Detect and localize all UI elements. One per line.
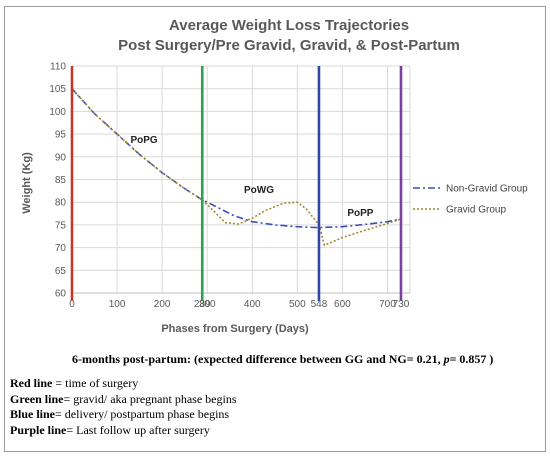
phase-label: PoPG (130, 135, 157, 146)
data-series (71, 88, 402, 247)
x-tick-labels: 0 100 200 300 400 500 600 700 (69, 299, 396, 310)
key-term: Purple line (10, 422, 67, 437)
key-description: = gravid/ aka pregnant phase begins (63, 391, 237, 406)
key-row: Green line= gravid/ aka pregnant phase b… (10, 392, 236, 408)
y-axis-label: Weight (Kg) (21, 152, 33, 214)
y-tick-label: 65 (55, 266, 67, 277)
phase-line-label: 730 (393, 299, 410, 310)
statistic-text: 6-months post-partum: (expected differen… (72, 352, 444, 366)
phase-boundary-lines: 289 548 730 (70, 66, 410, 310)
y-tick-label: 80 (55, 198, 67, 209)
x-tick-label: 100 (109, 299, 126, 310)
x-axis-label: Phases from Surgery (Days) (161, 323, 309, 335)
y-tick-label: 70 (55, 243, 67, 254)
y-tick-label: 90 (55, 152, 67, 163)
x-tick-label: 700 (379, 299, 396, 310)
y-tick-label: 60 (55, 289, 67, 300)
series-line-gravid (71, 88, 402, 247)
key-term: Red line (10, 376, 53, 390)
phase-line-label: 548 (311, 299, 328, 310)
key-description: = delivery/ postpartum phase begins (55, 407, 230, 421)
phase-label: PoPP (347, 208, 373, 219)
legend: Non-Gravid Group Gravid Group (413, 184, 528, 216)
phase-line-label: 289 (194, 299, 211, 310)
key-row: Red line = time of surgery (10, 376, 236, 392)
y-tick-label: 100 (49, 107, 66, 118)
y-tick-label: 85 (55, 175, 67, 186)
phase-label: PoWG (244, 185, 274, 196)
key-row: Purple line= Last follow up after surger… (10, 423, 236, 439)
legend-label: Gravid Group (446, 205, 506, 216)
statistic-p-symbol: p (443, 352, 450, 366)
statistic-p-value: = 0.857 ) (449, 352, 494, 366)
key-description: = Last follow up after surgery (66, 422, 210, 437)
x-tick-label: 500 (289, 299, 306, 310)
grid-lines (71, 65, 411, 294)
key-term: Blue line (10, 407, 56, 421)
y-tick-labels: 60 65 70 75 80 85 90 95 100 105 110 (49, 62, 66, 300)
y-tick-label: 110 (50, 62, 66, 73)
key-row: Blue line= delivery/ postpartum phase be… (10, 407, 236, 423)
x-tick-label: 0 (69, 299, 75, 310)
y-tick-label: 95 (55, 130, 67, 141)
y-tick-label: 75 (55, 220, 67, 231)
key-description: = time of surgery (52, 376, 139, 390)
series-line-non-gravid (71, 88, 402, 229)
line-color-key: Red line = time of surgery Green line= gr… (10, 376, 236, 438)
chart-title-line2: Post Surgery/Pre Gravid, Gravid, & Post-… (118, 37, 460, 54)
x-tick-label: 600 (334, 299, 351, 310)
x-tick-label: 300 (199, 299, 216, 310)
figure-frame (4, 6, 546, 452)
key-term: Green line (10, 391, 64, 406)
x-tick-label: 400 (244, 299, 261, 310)
statistic-note: 6-months post-partum: (expected differen… (72, 352, 493, 367)
legend-label: Non-Gravid Group (446, 184, 528, 195)
x-tick-label: 200 (154, 299, 171, 310)
chart-title-line1: Average Weight Loss Trajectories (169, 17, 409, 34)
y-tick-label: 105 (49, 84, 66, 95)
phase-labels: PoPG PoWG PoPP (130, 135, 373, 219)
